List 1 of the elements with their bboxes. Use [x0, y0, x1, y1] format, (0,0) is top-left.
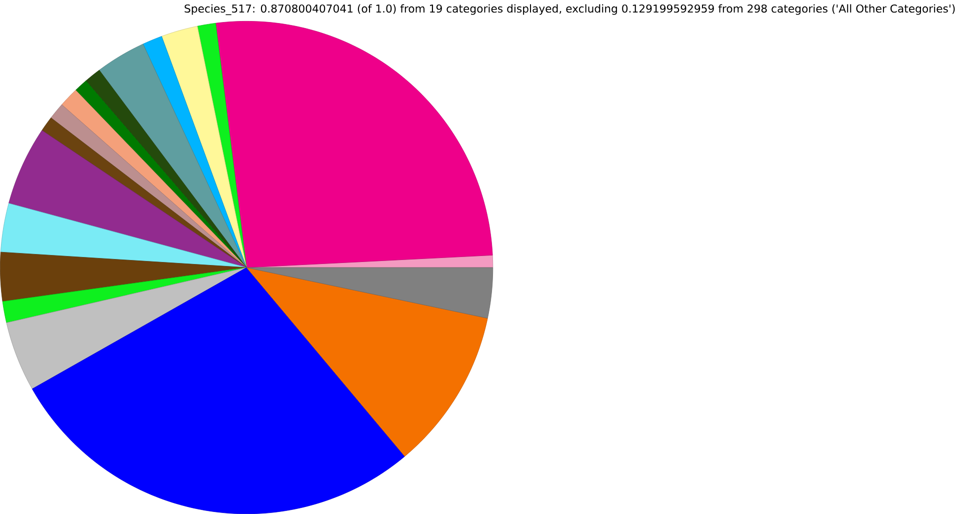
text: Species_517: 0.870800407041 (of 1.0) from 19 categories displayed, excluding 0.129199592959 from 298 categories ('All Other Categories'): [184, 4, 955, 16]
